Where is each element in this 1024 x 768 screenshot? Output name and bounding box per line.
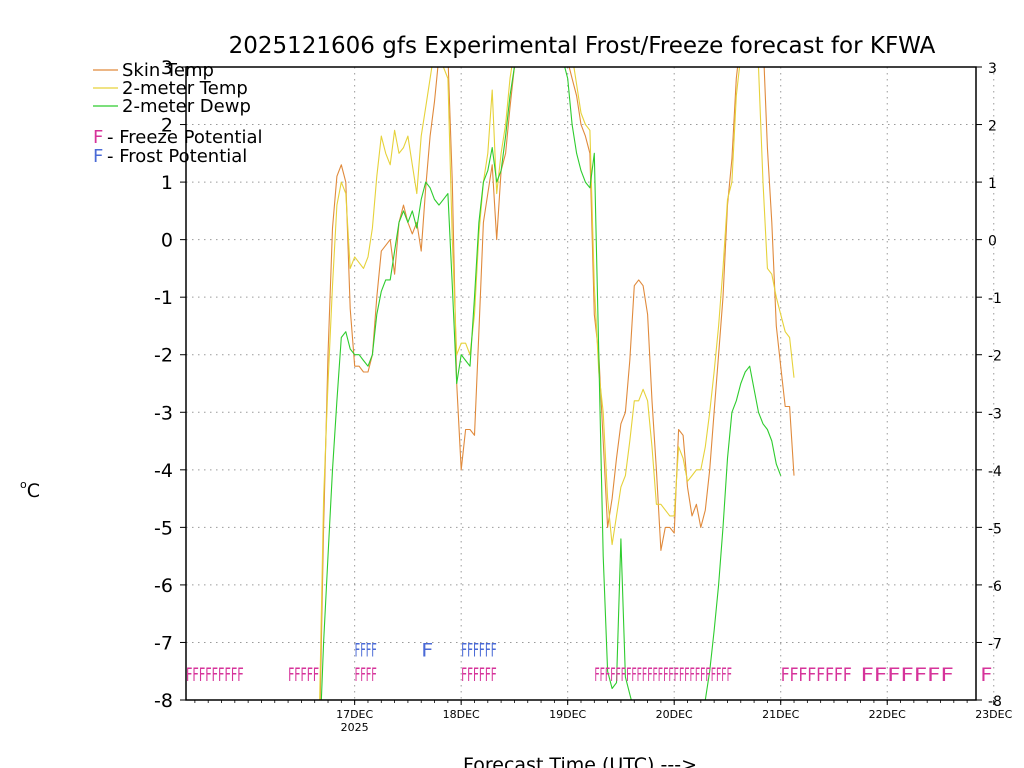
y-tick-label-right: 2 — [988, 119, 997, 135]
y-tick-label-left: 1 — [161, 172, 173, 194]
chart-title: 2025121606 gfs Experimental Frost/Freeze… — [229, 33, 936, 59]
y-tick-label-right: 3 — [988, 61, 997, 77]
y-tick-label-right: -3 — [988, 406, 1002, 422]
y-tick-label-right: -2 — [988, 349, 1002, 365]
x-tick-label: 20DEC — [656, 708, 693, 721]
x-tick-label: 17DEC — [336, 708, 373, 721]
y-tick-label-right: 1 — [988, 176, 997, 192]
y-tick-label-left: -3 — [154, 402, 173, 424]
y-tick-label-left: -5 — [154, 517, 173, 539]
x-axis-label: Forecast Time (UTC) ---> — [463, 754, 697, 768]
x-tick-label: 23DEC — [975, 708, 1012, 721]
y-tick-label-right: -5 — [988, 521, 1002, 537]
freeze-potential-mark: FFFFF — [288, 664, 319, 686]
y-axis-unit: C — [27, 480, 40, 502]
y-tick-label-right: -1 — [988, 291, 1002, 307]
frost-potential-mark: FFFF — [355, 639, 377, 661]
legend-potential-letter: F — [93, 127, 103, 148]
legend-potential-label: - Frost Potential — [107, 146, 247, 167]
frost-potential-mark: FFFFFF — [461, 639, 497, 661]
legend-potential-label: - Freeze Potential — [107, 127, 263, 148]
y-tick-label-left: -4 — [154, 460, 173, 482]
y-tick-label-right: 0 — [988, 234, 997, 250]
freeze-potential-mark: FFFFFFFF — [781, 664, 852, 686]
freeze-potential-mark: FFFFFF — [461, 664, 497, 686]
freeze-potential-mark: FFFFFFFFFFFFFFFFFFFFFFFFFF — [594, 664, 732, 686]
y-tick-label-right: -6 — [988, 579, 1002, 595]
x-tick-label: 21DEC — [762, 708, 799, 721]
freeze-potential-mark: FFFF — [355, 664, 377, 686]
y-tick-label-left: -7 — [154, 632, 173, 654]
x-tick-label: 19DEC — [549, 708, 586, 721]
y-tick-label-right: -7 — [988, 636, 1002, 652]
frost-freeze-chart: -8 -8-7 -7-6 -6-5 -5-4 -4-3 -3-2 -2-1 -10 01 12 23 3… — [0, 0, 1024, 768]
legend-label: 2-meter Dewp — [122, 96, 251, 117]
y-tick-label-left: -2 — [154, 345, 173, 367]
freeze-potential-mark: F — [980, 664, 992, 686]
legend-potential-letter: F — [93, 146, 103, 167]
x-tick-label: 18DEC — [443, 708, 480, 721]
y-tick-label-left: -1 — [154, 287, 173, 309]
y-tick-label-left: -6 — [154, 575, 173, 597]
freeze-potential-mark: FFFFFFFFF — [186, 664, 244, 686]
y-tick-label-right: -4 — [988, 464, 1002, 480]
x-tick-label: 22DEC — [869, 708, 906, 721]
freeze-potential-mark: FFFFFFF — [861, 664, 954, 686]
y-tick-label-left: -8 — [154, 690, 173, 712]
frost-potential-mark: F — [421, 639, 433, 661]
x-tick-sublabel: 2025 — [341, 721, 369, 734]
y-tick-label-left: 0 — [161, 230, 173, 252]
